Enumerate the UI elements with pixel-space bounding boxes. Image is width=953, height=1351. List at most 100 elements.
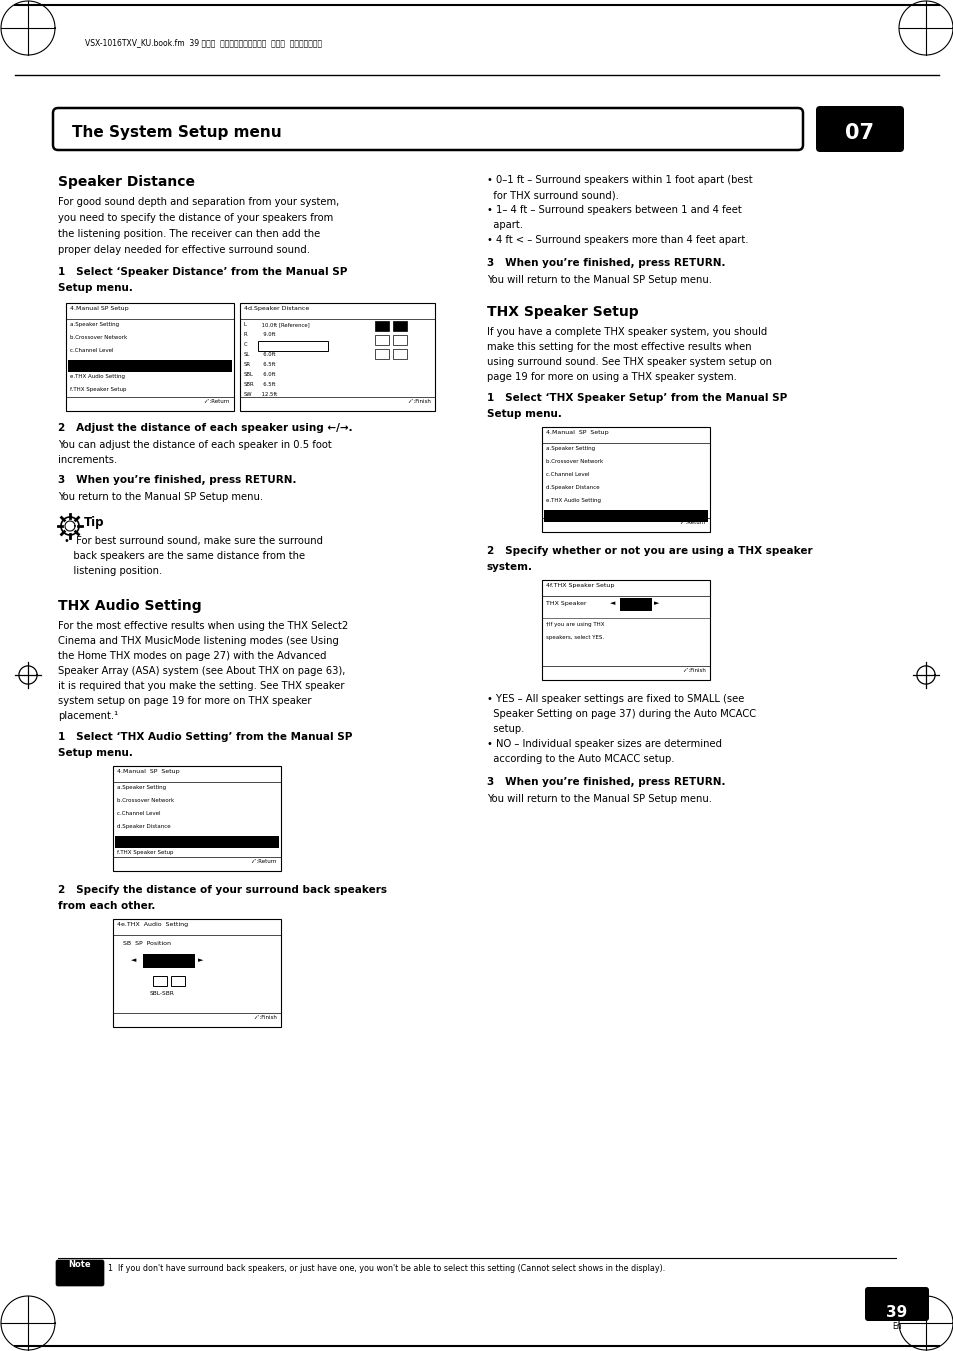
Text: R: R	[244, 332, 248, 336]
Text: f.THX Speaker Setup: f.THX Speaker Setup	[117, 850, 173, 855]
Text: You return to the Manual SP Setup menu.: You return to the Manual SP Setup menu.	[58, 492, 263, 503]
Text: d.Speaker Distance: d.Speaker Distance	[545, 485, 599, 490]
Text: SR: SR	[244, 362, 251, 367]
Text: SBL: SBL	[244, 372, 253, 377]
Text: VSX-1016TXV_KU.book.fm  39 ページ  ２００６年３月２４日  金曜日  午後９時１９分: VSX-1016TXV_KU.book.fm 39 ページ ２００６年３月２４日…	[85, 38, 322, 47]
Text: 2   Specify whether or not you are using a THX speaker: 2 Specify whether or not you are using a…	[486, 546, 812, 557]
Text: You can adjust the distance of each speaker in 0.5 foot: You can adjust the distance of each spea…	[58, 440, 332, 450]
Text: THX Audio Setting: THX Audio Setting	[58, 598, 201, 613]
Text: For good sound depth and separation from your system,: For good sound depth and separation from…	[58, 197, 339, 207]
Text: Cinema and THX MusicMode listening modes (see Using: Cinema and THX MusicMode listening modes…	[58, 636, 338, 646]
Text: 0-1  ft: 0-1 ft	[160, 958, 177, 963]
Text: 6.5ft: 6.5ft	[260, 362, 275, 367]
Text: for THX surround sound).: for THX surround sound).	[486, 190, 618, 200]
Bar	[112, 766, 281, 871]
Text: ✓’:Return: ✓’:Return	[679, 520, 705, 526]
Bar	[115, 836, 278, 848]
Text: 1  If you don't have surround back speakers, or just have one, you won't be able: 1 If you don't have surround back speake…	[108, 1265, 664, 1273]
Text: 6.0ft: 6.0ft	[260, 372, 275, 377]
Text: • YES – All speaker settings are fixed to SMALL (see: • YES – All speaker settings are fixed t…	[486, 694, 743, 704]
Text: page 19 for more on using a THX speaker system.: page 19 for more on using a THX speaker …	[486, 372, 736, 382]
Text: 1   Select ‘Speaker Distance’ from the Manual SP: 1 Select ‘Speaker Distance’ from the Man…	[58, 267, 347, 277]
Text: 4.Manual  SP  Setup: 4.Manual SP Setup	[545, 430, 608, 435]
Text: e.THX Audio Setting: e.THX Audio Setting	[117, 838, 172, 842]
Text: 3   When you’re finished, press RETURN.: 3 When you’re finished, press RETURN.	[58, 476, 296, 485]
Text: You will return to the Manual SP Setup menu.: You will return to the Manual SP Setup m…	[486, 276, 711, 285]
Text: e.THX Audio Setting: e.THX Audio Setting	[545, 499, 600, 503]
Text: If you have a complete THX speaker system, you should: If you have a complete THX speaker syste…	[486, 327, 766, 336]
Text: Speaker Distance: Speaker Distance	[58, 176, 194, 189]
Text: 39: 39	[885, 1305, 906, 1320]
Text: c.Channel Level: c.Channel Level	[70, 349, 113, 353]
Text: a.Speaker Setting: a.Speaker Setting	[70, 322, 119, 327]
Text: 4f.THX Speaker Setup: 4f.THX Speaker Setup	[545, 584, 614, 588]
Text: SBR: SBR	[244, 382, 254, 386]
Text: †If you are using THX: †If you are using THX	[545, 621, 604, 627]
FancyBboxPatch shape	[56, 1260, 104, 1286]
Text: ►: ►	[198, 957, 203, 963]
Text: Note: Note	[69, 1260, 91, 1269]
Text: Setup menu.: Setup menu.	[486, 409, 561, 419]
Text: 07: 07	[844, 123, 874, 143]
Bar	[375, 322, 389, 331]
Bar	[171, 975, 185, 986]
Bar	[393, 322, 407, 331]
Text: THX Speaker Setup: THX Speaker Setup	[486, 305, 638, 319]
Bar	[257, 340, 328, 351]
Text: 2   Specify the distance of your surround back speakers: 2 Specify the distance of your surround …	[58, 885, 387, 894]
Text: system.: system.	[486, 562, 533, 571]
Text: b.Crossover Network: b.Crossover Network	[70, 335, 127, 340]
Text: it is required that you make the setting. See THX speaker: it is required that you make the setting…	[58, 681, 344, 690]
Text: 1   Select ‘THX Speaker Setup’ from the Manual SP: 1 Select ‘THX Speaker Setup’ from the Ma…	[486, 393, 786, 403]
FancyBboxPatch shape	[815, 105, 903, 153]
Text: 4.Manual SP Setup: 4.Manual SP Setup	[70, 305, 129, 311]
Text: 9.0ft: 9.0ft	[260, 332, 275, 336]
Bar	[375, 349, 389, 359]
Text: 6.5ft: 6.5ft	[260, 382, 275, 386]
Text: increments.: increments.	[58, 455, 117, 465]
Bar	[541, 427, 709, 532]
Text: d.Speaker Distance: d.Speaker Distance	[70, 361, 124, 366]
Text: ◄: ◄	[131, 957, 136, 963]
Text: ✓’:Return: ✓’:Return	[251, 859, 276, 865]
Text: For the most effective results when using the THX Select2: For the most effective results when usin…	[58, 621, 348, 631]
Text: THX Speaker: THX Speaker	[545, 601, 586, 607]
Text: d.Speaker Distance: d.Speaker Distance	[117, 824, 171, 830]
Text: the listening position. The receiver can then add the: the listening position. The receiver can…	[58, 230, 320, 239]
Text: Tip: Tip	[84, 516, 105, 530]
Text: ◄: ◄	[609, 600, 615, 607]
Bar	[543, 509, 707, 521]
Text: proper delay needed for effective surround sound.: proper delay needed for effective surrou…	[58, 245, 310, 255]
Text: c.Channel Level: c.Channel Level	[117, 811, 160, 816]
Text: using surround sound. See THX speaker system setup on: using surround sound. See THX speaker sy…	[486, 357, 771, 367]
FancyBboxPatch shape	[53, 108, 802, 150]
Text: SBL-SBR: SBL-SBR	[150, 992, 174, 996]
Bar	[143, 954, 194, 969]
Text: The System Setup menu: The System Setup menu	[71, 126, 281, 141]
Text: from each other.: from each other.	[58, 901, 155, 911]
Text: You will return to the Manual SP Setup menu.: You will return to the Manual SP Setup m…	[486, 794, 711, 804]
Text: 3   When you’re finished, press RETURN.: 3 When you’re finished, press RETURN.	[486, 258, 724, 267]
Bar	[375, 335, 389, 345]
Text: the Home THX modes on page 27) with the Advanced: the Home THX modes on page 27) with the …	[58, 651, 326, 661]
Text: NO: NO	[631, 601, 640, 607]
Text: ✓’:Finish: ✓’:Finish	[407, 399, 431, 404]
Text: apart.: apart.	[486, 220, 522, 230]
Text: SL: SL	[244, 353, 250, 357]
Text: 4d.Speaker Distance: 4d.Speaker Distance	[244, 305, 309, 311]
Text: 6.0ft: 6.0ft	[260, 353, 275, 357]
Text: SW: SW	[244, 392, 253, 397]
Text: • 4 ft < – Surround speakers more than 4 feet apart.: • 4 ft < – Surround speakers more than 4…	[486, 235, 748, 245]
Text: f.THX Speaker Setup: f.THX Speaker Setup	[545, 511, 602, 516]
Bar	[66, 303, 233, 411]
Text: Setup menu.: Setup menu.	[58, 748, 132, 758]
Text: •  For best surround sound, make sure the surround: • For best surround sound, make sure the…	[64, 536, 323, 546]
Text: ✓’:Return: ✓’:Return	[203, 399, 230, 404]
Text: • 1– 4 ft – Surround speakers between 1 and 4 feet: • 1– 4 ft – Surround speakers between 1 …	[486, 205, 741, 215]
Bar	[541, 580, 709, 680]
Text: a.Speaker Setting: a.Speaker Setting	[117, 785, 166, 790]
Text: f.THX Speaker Setup: f.THX Speaker Setup	[70, 386, 127, 392]
Text: c.Channel Level: c.Channel Level	[545, 471, 589, 477]
Bar	[393, 349, 407, 359]
Text: Speaker Setting on page 37) during the Auto MCACC: Speaker Setting on page 37) during the A…	[486, 709, 756, 719]
